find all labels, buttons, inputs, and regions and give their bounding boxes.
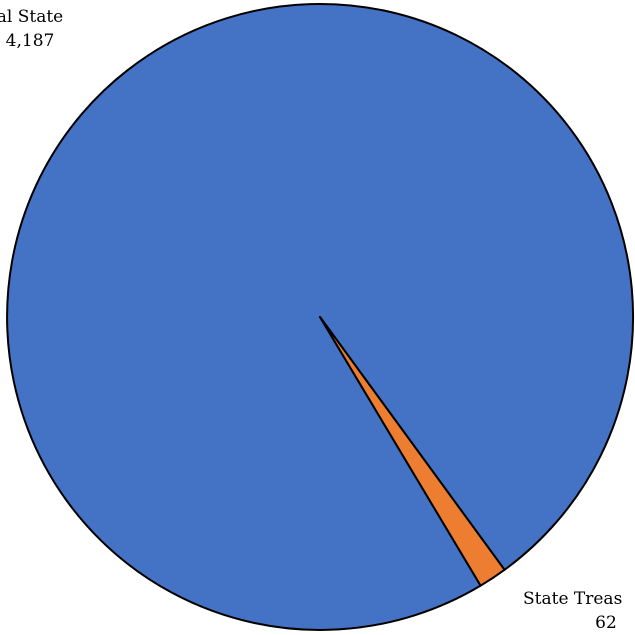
label-slice-0-name: al State: [0, 7, 63, 27]
pie-slices: [6, 3, 635, 631]
label-slice-1-value: 62: [595, 613, 617, 633]
slice-labels: al State 4,187 State Treas 62: [0, 7, 622, 633]
label-slice-0-value: 4,187: [6, 31, 55, 51]
label-slice-1-name: State Treas: [523, 589, 622, 609]
pie-slice-1: [319, 316, 506, 587]
